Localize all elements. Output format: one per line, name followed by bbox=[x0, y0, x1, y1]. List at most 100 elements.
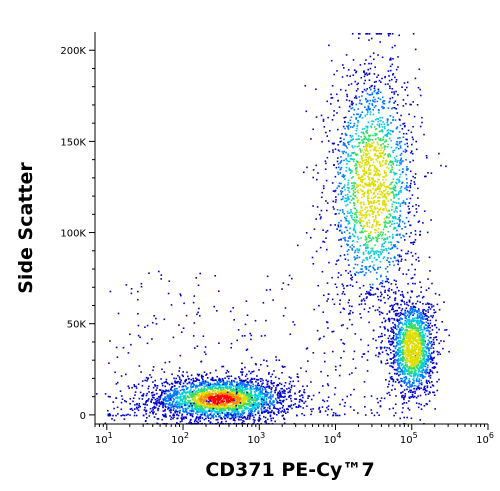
event-dot bbox=[396, 104, 399, 106]
event-dot bbox=[340, 156, 342, 158]
event-dot bbox=[366, 127, 369, 129]
event-dot bbox=[397, 144, 399, 146]
event-dot bbox=[361, 162, 363, 165]
event-dot bbox=[409, 197, 412, 200]
event-dot bbox=[253, 410, 256, 413]
event-dot bbox=[162, 410, 165, 412]
event-dot bbox=[355, 118, 358, 120]
event-dot bbox=[237, 395, 239, 398]
event-dot bbox=[350, 154, 353, 157]
event-dot bbox=[330, 97, 333, 99]
event-dot bbox=[372, 236, 374, 239]
event-dot bbox=[390, 130, 393, 132]
event-dot bbox=[305, 110, 308, 113]
event-dot bbox=[358, 256, 361, 259]
event-dot bbox=[154, 385, 156, 387]
event-dot bbox=[226, 397, 229, 400]
event-dot bbox=[368, 145, 370, 147]
event-dot bbox=[168, 394, 170, 397]
event-dot bbox=[370, 202, 373, 204]
event-dot bbox=[394, 299, 396, 302]
event-dot bbox=[368, 143, 371, 146]
event-dot bbox=[202, 401, 205, 403]
event-dot bbox=[405, 252, 407, 255]
event-dot bbox=[219, 387, 222, 389]
event-dot bbox=[227, 407, 229, 409]
event-dot bbox=[288, 395, 290, 398]
event-dot bbox=[394, 209, 397, 212]
event-dot bbox=[363, 193, 365, 196]
event-dot bbox=[391, 181, 394, 183]
event-dot bbox=[298, 404, 300, 407]
event-dot bbox=[384, 195, 386, 198]
event-dot bbox=[356, 153, 359, 156]
event-dot bbox=[194, 405, 197, 407]
event-dot bbox=[211, 394, 213, 397]
event-dot bbox=[229, 408, 231, 411]
event-dot bbox=[362, 231, 364, 234]
event-dot bbox=[214, 411, 217, 414]
event-dot bbox=[368, 167, 370, 170]
event-dot bbox=[350, 199, 353, 201]
event-dot bbox=[321, 191, 323, 194]
event-dot bbox=[205, 392, 208, 395]
event-dot bbox=[318, 338, 321, 341]
event-dot bbox=[216, 387, 218, 390]
event-dot bbox=[245, 388, 248, 390]
event-dot bbox=[389, 133, 392, 135]
event-dot bbox=[378, 313, 381, 316]
event-dot bbox=[385, 379, 387, 381]
event-dot bbox=[386, 133, 388, 136]
event-dot bbox=[359, 203, 362, 205]
event-dot bbox=[319, 246, 322, 249]
event-dot bbox=[375, 236, 377, 239]
event-dot bbox=[197, 379, 199, 381]
event-dot bbox=[175, 406, 178, 408]
event-dot bbox=[398, 254, 401, 256]
event-dot bbox=[349, 312, 351, 314]
event-dot bbox=[399, 176, 401, 178]
event-dot bbox=[208, 406, 211, 408]
event-dot bbox=[227, 377, 230, 380]
event-dot bbox=[220, 409, 223, 411]
event-dot bbox=[359, 99, 361, 102]
event-dot bbox=[279, 392, 282, 395]
event-dot bbox=[351, 158, 354, 161]
event-dot bbox=[206, 412, 208, 414]
event-dot bbox=[173, 385, 176, 387]
event-dot bbox=[244, 385, 246, 387]
event-dot bbox=[354, 80, 357, 83]
event-dot bbox=[249, 398, 252, 401]
event-dot bbox=[410, 179, 413, 182]
event-dot bbox=[186, 388, 188, 391]
event-dot bbox=[262, 386, 264, 388]
event-dot bbox=[160, 401, 162, 404]
event-dot bbox=[430, 172, 433, 174]
event-dot bbox=[353, 109, 356, 111]
event-dot bbox=[406, 169, 408, 171]
event-dot bbox=[346, 327, 349, 330]
event-dot bbox=[389, 192, 391, 195]
event-dot bbox=[253, 416, 255, 419]
event-dot bbox=[368, 33, 371, 35]
event-dot bbox=[201, 392, 203, 395]
event-dot bbox=[416, 340, 418, 343]
event-dot bbox=[362, 252, 365, 255]
event-dot bbox=[410, 366, 413, 368]
event-dot bbox=[328, 150, 331, 153]
event-dot bbox=[379, 224, 381, 226]
event-dot bbox=[394, 173, 396, 176]
event-dot bbox=[204, 383, 206, 385]
event-dot bbox=[350, 103, 353, 105]
event-dot bbox=[343, 138, 345, 141]
event-dot bbox=[175, 391, 178, 394]
event-dot bbox=[263, 415, 265, 418]
event-dot bbox=[374, 172, 377, 175]
event-dot bbox=[370, 125, 372, 127]
event-dot bbox=[340, 225, 342, 228]
event-dot bbox=[262, 379, 264, 382]
event-dot bbox=[397, 259, 399, 262]
event-dot bbox=[396, 233, 399, 236]
event-dot bbox=[382, 99, 385, 102]
event-dot bbox=[376, 236, 378, 239]
